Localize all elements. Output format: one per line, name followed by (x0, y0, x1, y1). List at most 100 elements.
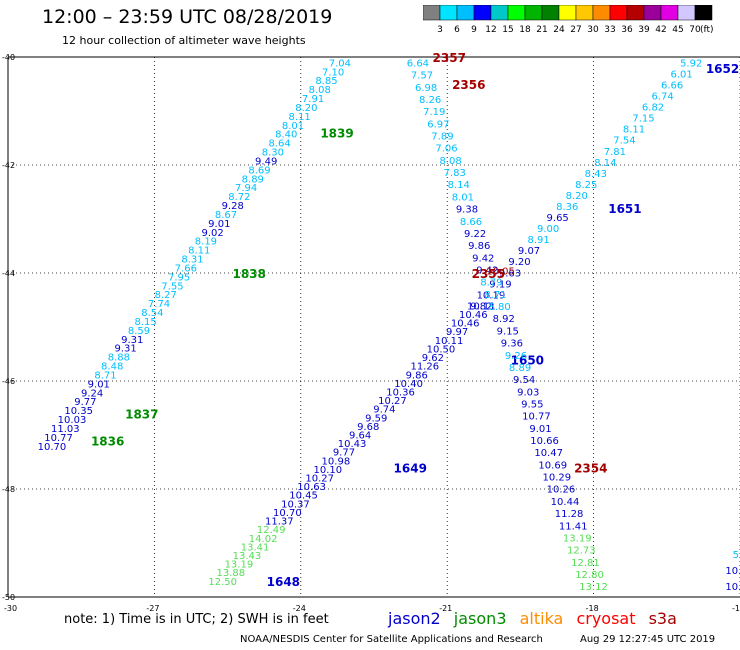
wave-height-value: 8.19 (195, 237, 217, 248)
legend-jason3: jason3 (453, 609, 507, 628)
satellite-legend: jason2 jason3 altika cryosat s3a (388, 609, 685, 628)
wave-height-value: 10.37 (281, 499, 310, 510)
wave-height-value: 10.47 (534, 448, 563, 459)
wave-height-value: 10.40 (394, 379, 423, 390)
color-scale-label: 36 (621, 25, 633, 35)
wave-height-value: 8.69 (248, 165, 270, 176)
wave-height-value: 7.83 (444, 168, 466, 179)
color-scale-unit: (ft) (700, 25, 714, 35)
wave-height-value: 9.01 (208, 219, 230, 230)
wave-height-value: 9.77 (74, 397, 96, 408)
wave-height-value: 8.25 (575, 180, 597, 191)
wave-height-value: 8.92 (493, 314, 515, 325)
wave-height-value: 10.66 (530, 436, 559, 447)
wave-height-value: 7.66 (175, 263, 197, 274)
wave-height-value: 12.73 (567, 546, 596, 557)
wave-height-value: 13.43 (233, 551, 262, 562)
y-tick-label: -48 (2, 485, 15, 494)
wave-height-value: 9.97 (446, 327, 468, 338)
color-scale-label: 21 (536, 25, 547, 35)
color-scale-label: 24 (553, 25, 565, 35)
wave-height-value: 5 (733, 550, 739, 561)
color-scale-label: 6 (454, 25, 460, 35)
wave-height-value: 11.28 (555, 509, 584, 520)
wave-height-value: 9.15 (497, 326, 519, 337)
wave-height-value: 9.63 (499, 268, 521, 279)
wave-height-value: 8.71 (484, 290, 506, 301)
wave-height-value: 8.71 (94, 370, 116, 381)
color-scale-label: 42 (655, 25, 666, 35)
wave-height-value: 9.59 (365, 413, 387, 424)
y-tick-label: -40 (2, 53, 15, 62)
wave-height-value: 10.19 (477, 290, 506, 301)
wave-height-value: 9.22 (464, 229, 486, 240)
wave-height-value: 8.72 (228, 192, 250, 203)
wave-height-value: 8.11 (623, 125, 645, 136)
color-scale-label: 45 (672, 25, 683, 35)
wave-height-value: 8.66 (460, 217, 482, 228)
wave-height-value: 8.20 (566, 191, 588, 202)
wave-height-value: 7.91 (302, 94, 324, 105)
wave-height-value: 9.74 (373, 405, 395, 416)
x-tick-label: -21 (439, 604, 452, 613)
generated-timestamp: Aug 29 12:27:45 UTC 2019 (580, 634, 716, 645)
wave-height-value: 13.19 (225, 560, 254, 571)
wave-height-value: 9.49 (255, 156, 277, 167)
wave-height-value: 8.48 (101, 362, 123, 373)
wave-height-value: 10.27 (305, 474, 334, 485)
legend-jason2: jason2 (388, 609, 441, 628)
wave-height-value: 8.40 (275, 130, 297, 141)
pass-time-label: 1649 (394, 461, 427, 475)
wave-height-value: 6.82 (642, 103, 664, 114)
wave-height-value: 9.65 (547, 213, 569, 224)
wave-height-value: 10.26 (547, 485, 576, 496)
wave-height-value: 8.79 (480, 278, 502, 289)
color-scale-label: 18 (519, 25, 531, 35)
wave-height-value: 7.74 (148, 299, 170, 310)
wave-height-value: 10.27 (378, 396, 407, 407)
wave-height-value: 8.30 (262, 148, 284, 159)
wave-height-value: 7.94 (235, 183, 257, 194)
wave-height-value: 8.11 (188, 246, 210, 257)
wave-height-value: 12.49 (257, 525, 286, 536)
wave-height-value: 7.95 (168, 272, 190, 283)
wave-height-value: 8.91 (527, 235, 549, 246)
wave-height-value: 6.74 (651, 92, 673, 103)
wave-height-value: 5.92 (680, 58, 702, 69)
x-tick-label: -27 (146, 604, 159, 613)
wave-height-value: 9.31 (121, 335, 143, 346)
wave-height-value: 7.19 (423, 107, 445, 118)
pass-time-label: 1839 (320, 127, 353, 141)
wave-height-value: 10.70 (273, 508, 302, 519)
credit-line: NOAA/NESDIS Center for Satellite Applica… (240, 634, 543, 645)
pass-time-label: 2354 (574, 461, 607, 475)
wave-height-value: 13.88 (216, 568, 245, 579)
wave-height-value: 11.03 (51, 424, 80, 435)
wave-height-value: 8.89 (242, 174, 264, 185)
wave-height-value: 8.59 (128, 326, 150, 337)
wave-height-value: 9.19 (489, 279, 511, 290)
wave-height-value: 8.01 (282, 121, 304, 132)
wave-height-value: 9.55 (521, 399, 543, 410)
color-scale-label: 33 (604, 25, 615, 35)
wave-height-value: 9.02 (201, 228, 223, 239)
wave-height-value: 10.43 (338, 439, 367, 450)
wave-height-value: 7.57 (411, 71, 433, 82)
color-swatch (694, 5, 713, 21)
wave-height-value: 9.77 (333, 448, 355, 459)
wave-height-value: 8.14 (448, 180, 470, 191)
pass-time-label: 1838 (232, 267, 265, 281)
wave-height-value: 8.36 (556, 202, 578, 213)
pass-time-label: 1648 (267, 575, 300, 589)
wave-height-value: 8.26 (419, 95, 441, 106)
pass-time-label: 1650 (511, 353, 544, 367)
wave-height-value: 12.80 (575, 570, 604, 581)
wave-height-value: 14.02 (249, 534, 278, 545)
wave-height-value: 9.24 (81, 388, 103, 399)
legend-altika: altika (519, 609, 564, 628)
wave-height-value: 8.08 (439, 156, 461, 167)
x-tick-label: -30 (4, 604, 17, 613)
wave-height-value: 10.11 (467, 301, 496, 312)
wave-height-value: 9.36 (501, 339, 523, 350)
color-scale-label: 39 (638, 25, 650, 35)
